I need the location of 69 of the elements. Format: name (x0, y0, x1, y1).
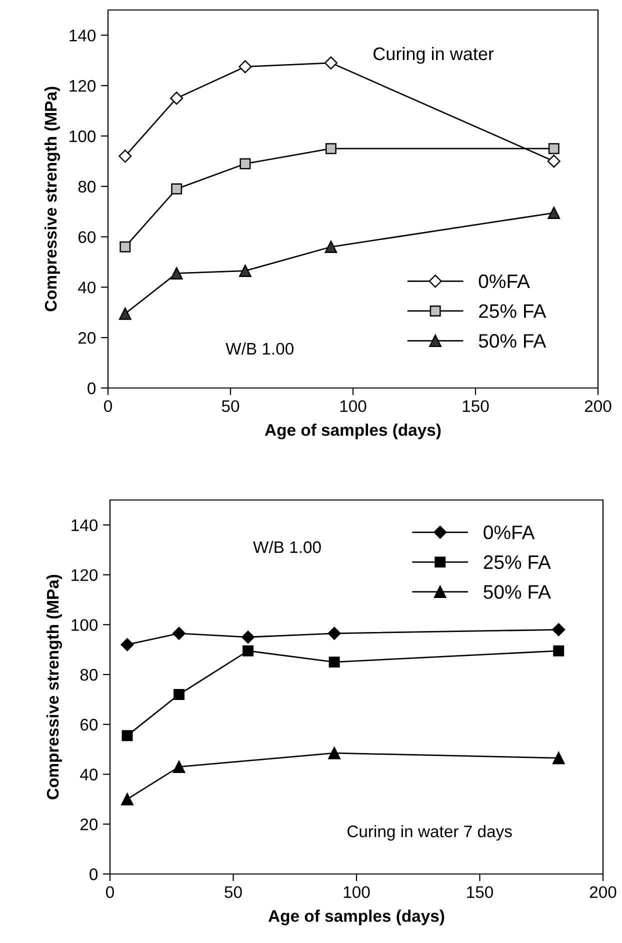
point (242, 645, 254, 656)
annotation: Curing in water 7 days (347, 825, 512, 841)
point (328, 626, 341, 640)
point (324, 240, 338, 254)
x-tick-label: 0 (104, 400, 112, 412)
point (324, 56, 338, 70)
point (240, 158, 251, 170)
x-tick-label: 100 (344, 886, 370, 898)
x-tick-label: 200 (584, 400, 612, 412)
x-tick-label: 0 (106, 886, 114, 898)
point (122, 730, 133, 742)
x-tick-label: 100 (340, 400, 366, 412)
y-tick-label: 40 (80, 768, 98, 780)
y-tick-label: 0 (90, 868, 98, 880)
point (121, 793, 134, 806)
point (242, 630, 255, 644)
y-tick-label: 80 (80, 668, 98, 681)
y-tick-label: 100 (70, 130, 96, 142)
x-tick-label: 200 (590, 886, 616, 898)
point (170, 92, 184, 105)
y-tick-label: 40 (78, 282, 96, 294)
legend-label: 25% FA (484, 555, 551, 570)
point (547, 154, 560, 168)
point (172, 760, 186, 773)
x-tick-label: 150 (467, 886, 494, 898)
x-axis-title: Age of samples (days) (268, 910, 444, 926)
y-tick-label: 20 (78, 332, 96, 344)
point (238, 60, 252, 74)
point (328, 746, 340, 760)
point (120, 638, 134, 652)
point (325, 143, 336, 154)
y-tick-label: 60 (78, 231, 96, 244)
point (171, 183, 182, 194)
legend-label: 50% FA (478, 334, 546, 348)
annotation: W/B 1.00 (226, 342, 294, 355)
point (120, 241, 131, 252)
point (548, 143, 560, 154)
y-axis-title: Compressive strength (MPa) (46, 574, 62, 800)
legend-label: 0%FA (478, 274, 530, 288)
point (170, 267, 183, 280)
x-tick-label: 50 (222, 400, 240, 412)
x-tick-label: 50 (224, 886, 242, 898)
y-tick-label: 100 (72, 619, 98, 631)
legend-label: 50% FA (484, 585, 551, 599)
point (118, 307, 132, 320)
point (548, 206, 560, 220)
y-tick-label: 140 (72, 519, 98, 532)
point (552, 752, 565, 764)
annotation: Curing in water (374, 46, 494, 64)
legend-label: 25% FA (479, 304, 546, 318)
point (553, 645, 564, 656)
point (172, 626, 186, 640)
y-tick-label: 20 (80, 818, 98, 830)
y-tick-label: 80 (78, 180, 96, 193)
x-tick-label: 150 (462, 400, 489, 412)
legend-label: 0%FA (484, 525, 535, 540)
point (118, 150, 132, 163)
y-axis-title: Compressive strength (MPa) (44, 86, 60, 312)
y-tick-label: 0 (88, 382, 96, 394)
y-tick-label: 60 (80, 718, 98, 731)
annotation: W/B 1.00 (253, 540, 321, 554)
point (328, 656, 340, 668)
point (552, 623, 566, 636)
x-axis-title: Age of samples (days) (264, 424, 441, 440)
point (239, 264, 252, 277)
point (174, 688, 185, 700)
y-tick-label: 120 (70, 80, 96, 92)
y-tick-label: 120 (72, 569, 98, 582)
y-tick-label: 140 (70, 30, 96, 42)
